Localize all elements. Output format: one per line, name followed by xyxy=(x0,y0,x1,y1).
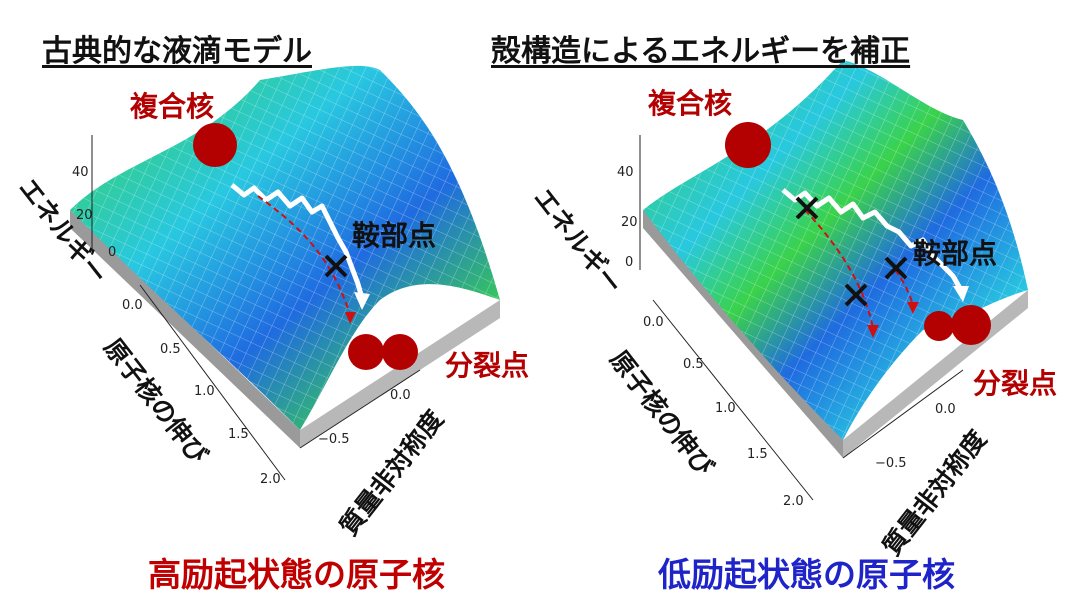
left-elongation-tick: 0.5 xyxy=(160,342,181,357)
left-fragment-2 xyxy=(382,334,418,370)
right-elongation-tick: 0.5 xyxy=(683,357,704,372)
right-caption: 低励起状態の原子核 xyxy=(658,555,955,594)
right-asymmetry-tick: 0.0 xyxy=(935,402,956,417)
right-fission-path-red-2 xyxy=(894,269,914,306)
right-energy-tick: 20 xyxy=(621,215,638,230)
left-energy-tick: 20 xyxy=(76,208,93,223)
left-red-arrowhead xyxy=(345,312,356,324)
right-elongation-tick: 2.0 xyxy=(783,494,804,509)
left-asymmetry-tick: −0.5 xyxy=(318,432,350,447)
left-energy-tick: 40 xyxy=(72,165,89,180)
left-compound-nucleus xyxy=(193,123,237,167)
left-title: 古典的な液滴モデル xyxy=(42,34,312,69)
left-compound-label: 複合核 xyxy=(130,90,215,123)
right-elongation-tick: 1.0 xyxy=(715,401,736,416)
left-fission-path-arrowhead xyxy=(354,292,370,310)
left-saddle-label: 鞍部点 xyxy=(352,219,437,252)
right-asymmetry-axis xyxy=(842,369,964,459)
left-caption: 高励起状態の原子核 xyxy=(148,555,445,594)
left-elongation-tick: 0.0 xyxy=(122,298,143,313)
left-surface-sidewall xyxy=(70,210,300,448)
right-elongation-axis xyxy=(652,299,814,501)
right-energy-tick: 40 xyxy=(617,165,634,180)
left-elongation-tick: 2.0 xyxy=(260,472,281,487)
right-scission-label: 分裂点 xyxy=(973,367,1058,400)
left-surface-plot xyxy=(70,65,500,481)
right-elongation-tick: 1.5 xyxy=(747,447,768,462)
right-asymmetry-tick: −0.5 xyxy=(875,456,907,471)
left-elongation-axis xyxy=(139,284,286,481)
left-fission-path-white xyxy=(230,183,365,299)
left-surface-grid xyxy=(70,65,500,431)
left-panel: 古典的な液滴モデル 複合核 鞍部点 分裂点 エネルギー 原子核の伸び 質量非対称… xyxy=(0,0,543,605)
left-fission-path-red xyxy=(257,195,351,316)
right-fragment-1 xyxy=(924,311,954,341)
left-elongation-tick: 1.0 xyxy=(194,384,215,399)
right-panel: 殻構造によるエネルギーを補正 複合核 鞍部点 分裂点 エネルギー 原子核の伸び … xyxy=(491,0,1086,605)
left-surface-frontwall xyxy=(300,300,500,448)
right-saddle-marker-3 xyxy=(884,256,908,280)
left-elongation-tick: 1.5 xyxy=(228,427,249,442)
left-asymmetry-axis xyxy=(299,369,421,449)
right-saddle-marker-2 xyxy=(844,283,868,307)
right-title: 殻構造によるエネルギーを補正 xyxy=(491,34,911,69)
right-energy-tick: 0 xyxy=(625,255,634,270)
right-fission-path-arrowhead xyxy=(953,286,969,302)
left-fragment-1 xyxy=(348,334,384,370)
right-elongation-tick: 0.0 xyxy=(643,315,664,330)
right-compound-label: 複合核 xyxy=(648,87,733,120)
right-fragment-2 xyxy=(951,305,991,345)
right-compound-nucleus xyxy=(725,122,771,168)
right-fission-path-red-1 xyxy=(804,209,874,329)
right-saddle-label: 鞍部点 xyxy=(913,237,998,270)
right-red-arrowhead-2 xyxy=(907,302,919,314)
right-saddle-marker-1 xyxy=(795,196,819,220)
right-surface-plot xyxy=(639,60,1028,501)
left-asymmetry-tick: 0.0 xyxy=(390,388,411,403)
left-scission-label: 分裂点 xyxy=(445,349,530,382)
right-red-arrowhead-1 xyxy=(867,325,879,338)
left-energy-tick: 0 xyxy=(108,245,117,260)
left-saddle-marker xyxy=(324,254,348,278)
